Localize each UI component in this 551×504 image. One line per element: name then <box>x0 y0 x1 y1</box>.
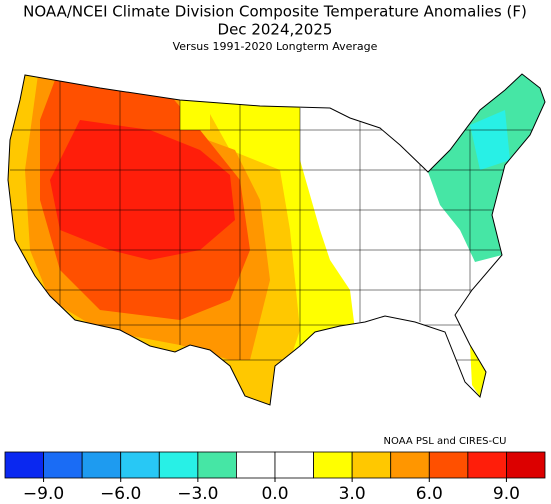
colorbar-tick-label: 0.0 <box>261 484 288 504</box>
colorbar-box <box>467 451 507 479</box>
colorbar-box <box>43 451 83 479</box>
colorbar-box <box>81 451 122 479</box>
colorbar-box <box>506 451 546 479</box>
title: NOAA/NCEI Climate Division Composite Tem… <box>23 3 527 21</box>
colorbar-box <box>390 451 430 479</box>
colorbar-tick-label: −9.0 <box>23 484 64 504</box>
colorbar-tick-label: −6.0 <box>100 484 141 504</box>
period: Dec 2024,2025 <box>218 21 333 39</box>
credit: NOAA PSL and CIRES-CU <box>384 436 507 447</box>
colorbar-tick-label: 3.0 <box>339 484 366 504</box>
colorbar-box <box>351 451 392 479</box>
colorbar-box <box>274 451 314 479</box>
colorbar-tick-label: 6.0 <box>416 484 443 504</box>
subtitle: Versus 1991-2020 Longterm Average <box>173 40 378 53</box>
colorbar-box <box>120 451 160 479</box>
colorbar-box <box>197 451 237 479</box>
colorbar-box <box>158 451 199 479</box>
colorbar-tick-label: 9.0 <box>493 484 520 504</box>
colorbar-box <box>236 451 276 479</box>
colorbar-box <box>428 451 469 479</box>
colorbar-box <box>4 451 44 479</box>
colorbar-box <box>313 451 353 479</box>
colorbar-tick-label: −3.0 <box>177 484 218 504</box>
